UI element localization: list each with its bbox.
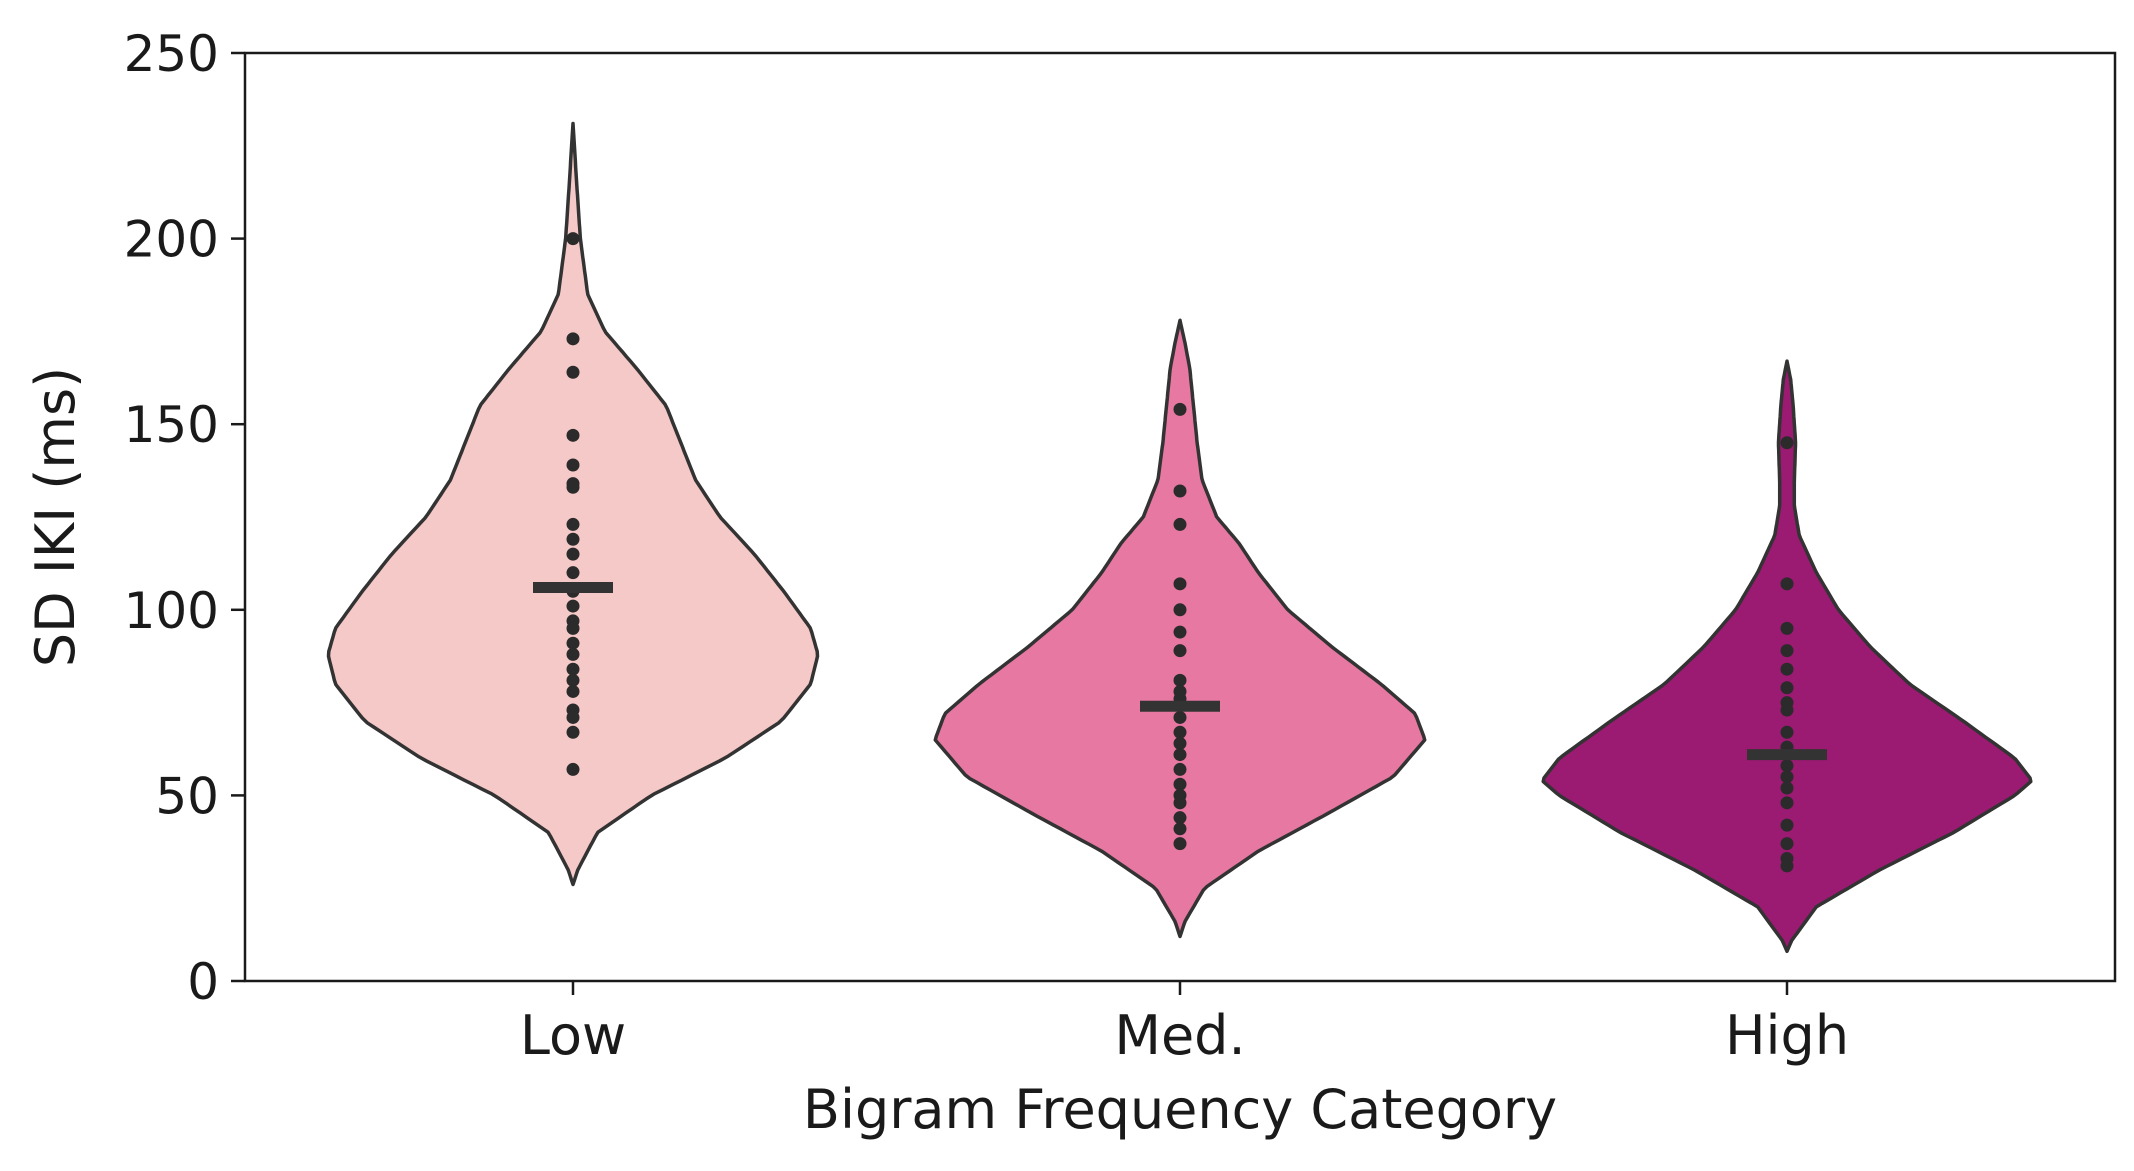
data-point [566, 332, 580, 346]
data-point [566, 599, 580, 613]
means-layer [533, 582, 1827, 761]
data-point [1780, 859, 1794, 873]
data-point [1173, 402, 1187, 416]
data-point [1780, 796, 1794, 810]
y-tick-label: 0 [187, 953, 219, 1011]
data-point [1780, 818, 1794, 832]
x-axis: Low Med. High [520, 981, 1849, 1067]
data-point [1173, 748, 1187, 762]
x-tick-label: High [1725, 1004, 1849, 1067]
x-tick-label: Low [520, 1004, 626, 1067]
data-point [566, 532, 580, 546]
data-point [1780, 725, 1794, 739]
data-point [566, 684, 580, 698]
x-axis-label: Bigram Frequency Category [803, 1078, 1557, 1141]
data-point [1173, 736, 1187, 750]
data-point [566, 636, 580, 650]
data-point [1780, 681, 1794, 695]
data-point [1780, 759, 1794, 773]
y-tick-label: 50 [155, 767, 219, 825]
data-point [566, 710, 580, 724]
data-point [566, 647, 580, 661]
data-point [1173, 725, 1187, 739]
data-point [1780, 837, 1794, 851]
y-tick-label: 100 [124, 582, 219, 640]
data-point [1173, 673, 1187, 687]
data-point [1173, 762, 1187, 776]
data-point [1173, 796, 1187, 810]
data-point [1173, 517, 1187, 531]
data-point [566, 662, 580, 676]
data-point [566, 458, 580, 472]
data-point [566, 365, 580, 379]
data-point [566, 517, 580, 531]
x-tick-label: Med. [1114, 1004, 1245, 1067]
data-point [566, 673, 580, 687]
data-point [1173, 603, 1187, 617]
data-point [1780, 703, 1794, 717]
data-point [1780, 662, 1794, 676]
data-point [1173, 484, 1187, 498]
data-point [1780, 621, 1794, 635]
violin-low [326, 121, 820, 887]
data-point [1780, 644, 1794, 658]
y-tick-label: 200 [124, 211, 219, 269]
data-point [566, 621, 580, 635]
data-point [1780, 577, 1794, 591]
y-axis: 0 50 100 150 200 250 [124, 25, 245, 1011]
data-point [566, 232, 580, 246]
data-point [566, 725, 580, 739]
data-point [566, 566, 580, 580]
data-point [1173, 777, 1187, 791]
data-point [566, 547, 580, 561]
points-layer [566, 232, 1794, 873]
data-point [1173, 822, 1187, 836]
y-tick-label: 250 [124, 25, 219, 83]
y-tick-label: 150 [124, 396, 219, 454]
data-point [1780, 770, 1794, 784]
y-axis-label: SD IKI (ms) [24, 367, 87, 667]
data-point [1173, 837, 1187, 851]
data-point [566, 762, 580, 776]
data-point [1173, 811, 1187, 825]
data-point [1173, 644, 1187, 658]
data-point [1173, 577, 1187, 591]
data-point [1780, 781, 1794, 795]
data-point [1780, 436, 1794, 450]
data-point [566, 480, 580, 494]
data-point [1173, 625, 1187, 639]
data-point [1173, 710, 1187, 724]
data-point [566, 428, 580, 442]
